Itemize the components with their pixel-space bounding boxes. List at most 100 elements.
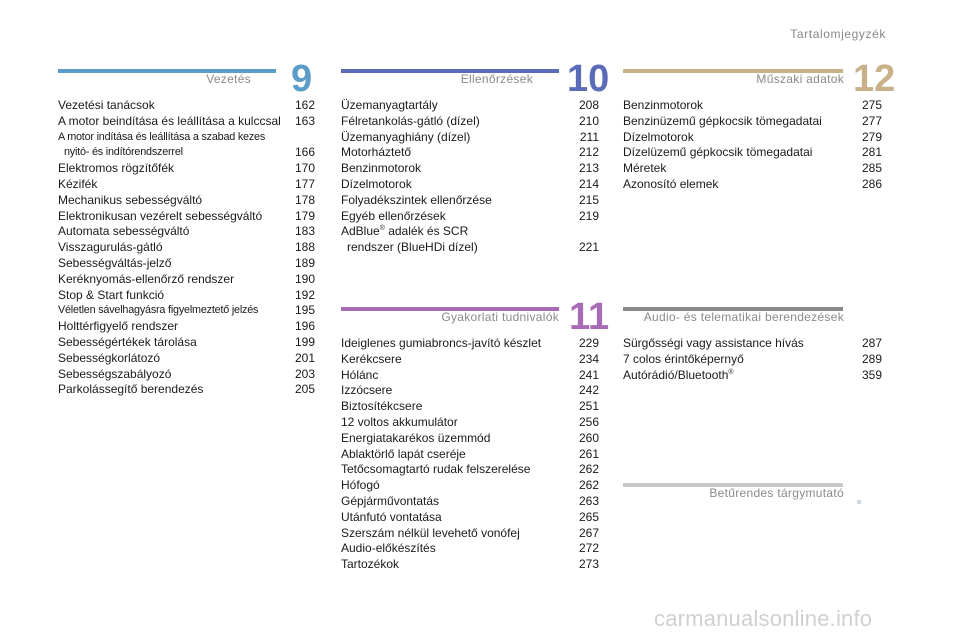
toc-entry-page: 188 [294,240,315,255]
toc-entry-page: 190 [294,271,315,286]
toc-entry-label: Motorháztető [341,145,411,161]
toc-entry[interactable]: Sebességkorlátozó 201 [58,351,315,367]
toc-entry[interactable]: Dízelmotorok 279 [623,130,882,146]
toc-entry[interactable]: 7 colos érintőképernyő 289 [623,352,882,368]
toc-entry-label-text: Sebességértékek tárolása [58,334,197,349]
toc-entry-label: Tetőcsomagtartó rudak felszerelése [341,462,530,478]
toc-entry-label-rest: adalék és SCR [384,224,469,239]
toc-list: Vezetési tanácsok 162 A motor beindítása é… [58,98,315,398]
toc-entry[interactable]: Biztosítékcsere 251 [341,399,599,415]
toc-entry[interactable]: Automata sebességváltó 183 [58,224,315,240]
toc-entry-label-text: Parkolássegítő berendezés [58,382,204,397]
toc-entry-label-text: Kézifék [58,176,98,191]
toc-entry-label: A motor beindítása és leállítása a kulcc… [58,114,281,130]
toc-entry[interactable]: Audio-előkészítés 272 [341,541,599,557]
toc-entry[interactable]: A motor indítása és leállítása a szabad … [58,130,315,162]
toc-entry[interactable]: Elektronikusan vezérelt sebességváltó 179 [58,209,315,225]
toc-entry-label-text: 12 voltos akkumulátor [341,414,458,429]
registered-mark: ® [379,225,385,233]
toc-entry-label: Stop & Start funkció [58,288,164,304]
toc-entry[interactable]: Keréknyomás-ellenőrző rendszer 190 [58,272,315,288]
toc-entry-page: 212 [578,145,599,160]
toc-entry[interactable]: Véletlen sávelhagyásra figyelmeztető jel… [58,303,315,319]
toc-entry[interactable]: Azonosító elemek 286 [623,177,882,193]
toc-entry-label-line2: nyitó- és indítórendszerrel [64,146,183,159]
toc-entry[interactable]: Autórádió/Bluetooth® 359 [623,368,882,384]
toc-entry[interactable]: A motor beindítása és leállítása a kulcc… [58,114,315,130]
toc-entry-label-text: Dízelüzemű gépkocsik tömegadatai [623,145,813,160]
toc-entry[interactable]: Ideiglenes gumiabroncs-javító készlet 229 [341,336,599,352]
toc-entry[interactable]: Gépjárművontatás 263 [341,494,599,510]
toc-entry[interactable]: Sebességszabályozó 203 [58,367,315,383]
toc-entry-page: 199 [294,334,315,349]
toc-entry-page: 287 [861,336,882,350]
toc-entry[interactable]: Utánfutó vontatása 265 [341,510,599,526]
toc-entry[interactable]: Elektromos rögzítőfék 170 [58,161,315,177]
toc-entry-label-text: Elektromos rögzítőfék [58,161,175,176]
toc-entry[interactable]: Stop & Start funkció 192 [58,288,315,304]
toc-entry[interactable]: Dízelüzemű gépkocsik tömegadatai 281 [623,145,882,161]
toc-entry[interactable]: Kézifék 177 [58,177,315,193]
toc-entry-page: 201 [294,350,315,365]
section-gyakorlati-tudnivalok: Gyakorlati tudnivalók 11 Ideiglenes gumi… [341,298,609,573]
toc-entry[interactable]: Vezetési tanácsok 162 [58,98,315,114]
toc-entry-label: Sebességkorlátozó [58,351,160,367]
toc-entry[interactable]: Hólánc 241 [341,368,599,384]
toc-entry[interactable]: Félretankolás-gátló (dízel) 210 [341,114,599,130]
toc-entry[interactable]: Holttérfigyelő rendszer 196 [58,319,315,335]
toc-entry-page: 208 [578,98,599,112]
toc-entry[interactable]: Motorháztető 212 [341,145,599,161]
toc-entry[interactable]: Kerékcsere 234 [341,352,599,368]
toc-entry-label: Benzinmotorok [623,98,703,114]
toc-entry-page: 229 [578,336,599,350]
toc-entry-label-text: Egyéb ellenőrzések [341,208,446,223]
toc-entry[interactable]: 12 voltos akkumulátor 256 [341,415,599,431]
toc-entry[interactable]: Szerszám nélkül levehető vonófej 267 [341,526,599,542]
section-audio-telematika: Audio- és telematikai berendezések Sürgő… [623,300,882,383]
toc-entry[interactable]: Méretek 285 [623,161,882,177]
toc-entry[interactable]: Folyadékszintek ellenőrzése 215 [341,193,599,209]
toc-entry[interactable]: Üzemanyaghiány (dízel) 211 [341,130,599,146]
toc-entry[interactable]: Ablaktörlő lapát cseréje 261 [341,447,599,463]
section-title: Audio- és telematikai berendezések [643,310,844,324]
toc-entry-label-text: Energiatakarékos üzemmód [341,430,491,445]
toc-entry[interactable]: Mechanikus sebességváltó 178 [58,193,315,209]
section-title: Gyakorlati tudnivalók [441,310,559,324]
toc-entry-label: Hólánc [341,368,378,384]
toc-entry-page: 241 [578,367,599,382]
toc-entry-page: 203 [294,366,315,381]
toc-entry-label: Benzinüzemű gépkocsik tömegadatai [623,114,822,130]
toc-entry[interactable]: Visszagurulás-gátló 188 [58,240,315,256]
toc-entry[interactable]: AdBlue® adalék és SCR rendszer (BlueHDi d… [341,224,599,256]
toc-entry[interactable]: Sebességváltás-jelző 189 [58,256,315,272]
toc-entry[interactable]: Üzemanyagtartály 208 [341,98,599,114]
toc-entry-label-text: Hófogó [341,478,380,493]
toc-entry-label-text: Dízelmotorok [341,176,412,191]
toc-entry[interactable]: Benzinüzemű gépkocsik tömegadatai 277 [623,114,882,130]
toc-entry-label: Azonosító elemek [623,177,718,193]
toc-entry-page: 163 [294,113,315,128]
toc-entry[interactable]: Dízelmotorok 214 [341,177,599,193]
toc-entry[interactable]: Hófogó 262 [341,478,599,494]
toc-entry-label-text: Utánfutó vontatása [341,509,442,524]
toc-entry[interactable]: Izzócsere 242 [341,383,599,399]
toc-entry[interactable]: Tetőcsomagtartó rudak felszerelése 262 [341,462,599,478]
toc-entry[interactable]: Benzinmotorok 213 [341,161,599,177]
toc-entry-label: Ideiglenes gumiabroncs-javító készlet [341,336,541,352]
section-color-bar [58,69,276,73]
toc-entry[interactable]: Sürgősségi vagy assistance hívás 287 [623,336,882,352]
toc-entry[interactable]: Egyéb ellenőrzések 219 [341,209,599,225]
section-title: Vezetés [206,72,251,86]
toc-entry[interactable]: Energiatakarékos üzemmód 260 [341,431,599,447]
toc-entry[interactable]: Tartozékok 273 [341,557,599,573]
toc-entry-label: AdBlue® adalék és SCR rendszer (BlueHDi d… [341,224,478,256]
toc-list: Üzemanyagtartály 208 Félretankolás-gátló (… [341,98,599,256]
toc-entry[interactable]: Sebességértékek tárolása 199 [58,335,315,351]
section-header: Vezetés 9 [58,60,315,98]
toc-entry-label-text: Dízelmotorok [623,129,694,144]
toc-entry[interactable]: Benzinmotorok 275 [623,98,882,114]
toc-entry-label-text: Motorháztető [341,145,412,160]
toc-entry-label-text: Üzemanyaghiány (dízel) [341,129,471,144]
toc-entry[interactable]: Parkolássegítő berendezés 205 [58,382,315,398]
toc-entry-page: 234 [578,351,599,366]
